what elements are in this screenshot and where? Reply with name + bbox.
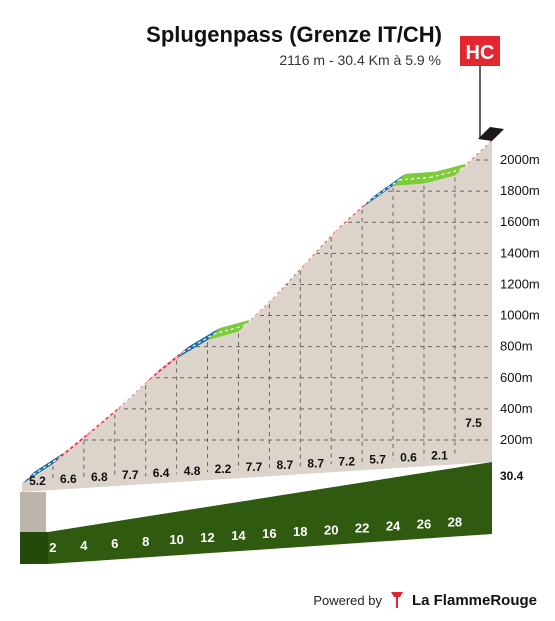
road-centerline: [429, 168, 462, 179]
segment-grade-label: 7.2: [338, 454, 355, 468]
km-tick-label: 18: [293, 524, 307, 539]
terrain-face: [22, 141, 492, 492]
category-badge-label: HC: [466, 42, 495, 64]
altitude-tick-label: 200m: [500, 432, 533, 447]
base-band: [48, 462, 492, 564]
summit-cap: [478, 127, 504, 141]
altitude-tick-label: 1800m: [500, 183, 540, 198]
altitude-tick-label: 800m: [500, 339, 533, 354]
road-centerline: [367, 179, 400, 203]
flamme-rouge-logo-icon: [390, 592, 403, 608]
altitude-tick-label: 1000m: [500, 308, 540, 323]
road-centerline: [89, 406, 122, 434]
km-tick-label: 12: [200, 530, 214, 545]
km-tick-label: 2: [49, 540, 56, 555]
km-tick-label: 14: [231, 528, 246, 543]
road-centerline: [305, 228, 338, 264]
km-tick-label: 20: [324, 522, 338, 537]
segment-grade-label: 8.7: [276, 458, 293, 472]
altitude-tick-label: 1200m: [500, 276, 540, 291]
segment-grade-label: 0.6: [400, 450, 417, 464]
chart-subtitle: 2116 m - 30.4 Km à 5.9 %: [279, 52, 441, 68]
base-band-side: [20, 532, 48, 564]
km-tick-label: 4: [80, 538, 88, 553]
segment-grade-label: 4.8: [184, 464, 201, 478]
segment-grade-label: 6.8: [91, 470, 108, 484]
altitude-tick-label: 400m: [500, 401, 533, 416]
altitude-tick-label: 1400m: [500, 245, 540, 260]
segment-grade-label: 2.1: [431, 448, 448, 462]
road-centerline: [213, 325, 245, 335]
km-tick-label: 6: [111, 536, 118, 551]
brand-name: La FlammeRouge: [411, 591, 537, 609]
road-centerline: [336, 201, 369, 230]
powered-by-label: Powered by: [313, 592, 382, 608]
terrain-side: [20, 492, 46, 540]
road-segment: [207, 319, 251, 341]
road-centerline: [151, 352, 183, 378]
km-tick-label: 24: [386, 518, 401, 533]
segment-grade-label: 7.7: [122, 468, 139, 482]
km-tick-label: 10: [169, 532, 183, 547]
km-tick-label: 8: [142, 534, 149, 549]
km-tick-label: 26: [417, 516, 431, 531]
km-tick-label: 16: [262, 526, 276, 541]
segment-grade-label: 6.6: [60, 472, 77, 486]
altitude-tick-label: 2000m: [500, 152, 540, 167]
road-segment: [176, 328, 220, 359]
segment-grade-label: 5.2: [29, 474, 46, 488]
segment-grade-label: 5.7: [369, 452, 386, 466]
footer: Powered by La FlammeRouge: [313, 591, 537, 609]
road-segment: [423, 163, 467, 184]
altitude-tick-label: 600m: [500, 370, 533, 385]
km-tick-label: 28: [448, 514, 462, 529]
segment-grade-label: 2.2: [215, 462, 232, 476]
road-centerline: [58, 432, 91, 459]
km-tick-label: 22: [355, 520, 369, 535]
road-centerline: [399, 176, 431, 181]
segment-grade-label: 7.7: [246, 460, 263, 474]
segment-grade-label: 6.4: [153, 466, 170, 480]
segment-grade-label: 8.7: [307, 456, 324, 470]
road-centerline: [274, 262, 307, 297]
altitude-tick-label: 1600m: [500, 214, 540, 229]
category-badge: [460, 36, 500, 66]
road-centerline: [120, 376, 153, 408]
road-centerline: [244, 295, 276, 327]
chart-title: Splugenpass (Grenze IT/CH): [146, 22, 442, 47]
road-segment: [393, 171, 436, 186]
total-distance-label: 30.4: [500, 469, 524, 483]
segment-grade-label: 7.5: [465, 416, 482, 430]
road-centerline: [27, 457, 60, 479]
